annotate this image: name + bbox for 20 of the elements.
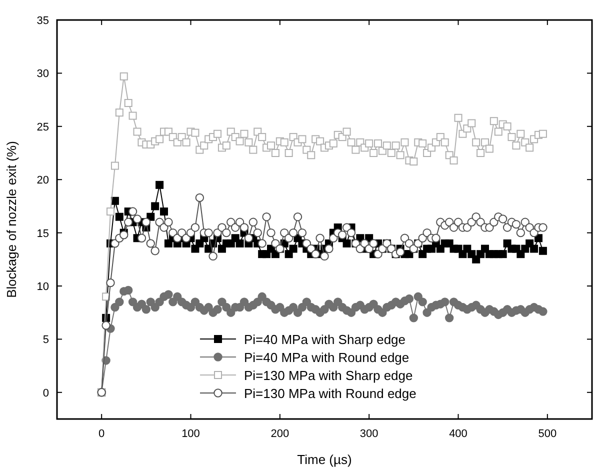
legend-label: Pi=40 MPa with Round edge	[244, 350, 410, 365]
x-tick-label: 400	[449, 428, 468, 440]
y-tick-label: 10	[36, 281, 49, 293]
y-tick-label: 15	[36, 228, 49, 240]
x-tick-label: 100	[182, 428, 200, 440]
y-tick-label: 5	[42, 334, 49, 346]
x-axis-title: Time (µs)	[297, 452, 352, 467]
legend-label: Pi=40 MPa with Sharp edge	[244, 332, 406, 347]
x-tick-label: 500	[538, 428, 557, 440]
legend-label: Pi=130 MPa with Round edge	[244, 386, 416, 401]
legend-label: Pi=130 MPa with Sharp edge	[244, 368, 413, 383]
y-tick-label: 30	[36, 68, 49, 80]
y-axis-title: Blockage of nozzle exit (%)	[4, 141, 19, 298]
y-tick-label: 20	[36, 174, 49, 187]
x-tick-label: 300	[360, 428, 378, 440]
y-tick-label: 35	[36, 15, 49, 27]
y-tick-label: 25	[36, 121, 49, 134]
x-tick-label: 0	[98, 428, 105, 440]
x-tick-label: 200	[270, 428, 290, 440]
y-tick-label: 0	[42, 387, 49, 400]
